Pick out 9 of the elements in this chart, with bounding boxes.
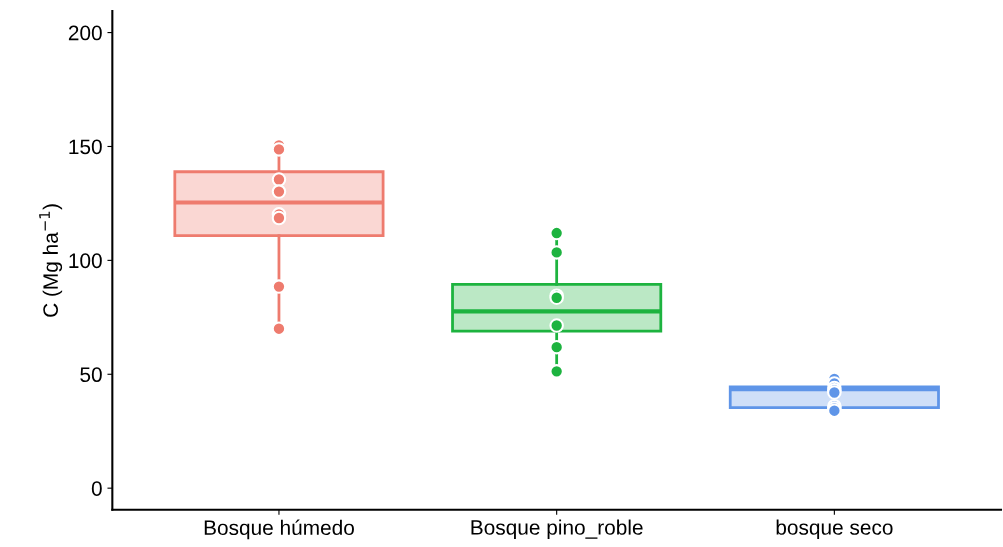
x-tick-label: Bosque húmedo xyxy=(204,519,354,540)
y-tick-label: 0 xyxy=(91,481,102,496)
y-tick-label: 150 xyxy=(69,139,102,155)
y-tick-label: 50 xyxy=(80,367,102,383)
y-axis-title: C (Mg ha$^{−1}$) xyxy=(39,204,63,317)
x-tick-label: bosque seco xyxy=(776,519,893,539)
y-tick-label: 200 xyxy=(68,25,102,41)
x-tick-label: Bosque pino_roble xyxy=(471,519,643,539)
y-tick-label: 100 xyxy=(69,253,102,269)
